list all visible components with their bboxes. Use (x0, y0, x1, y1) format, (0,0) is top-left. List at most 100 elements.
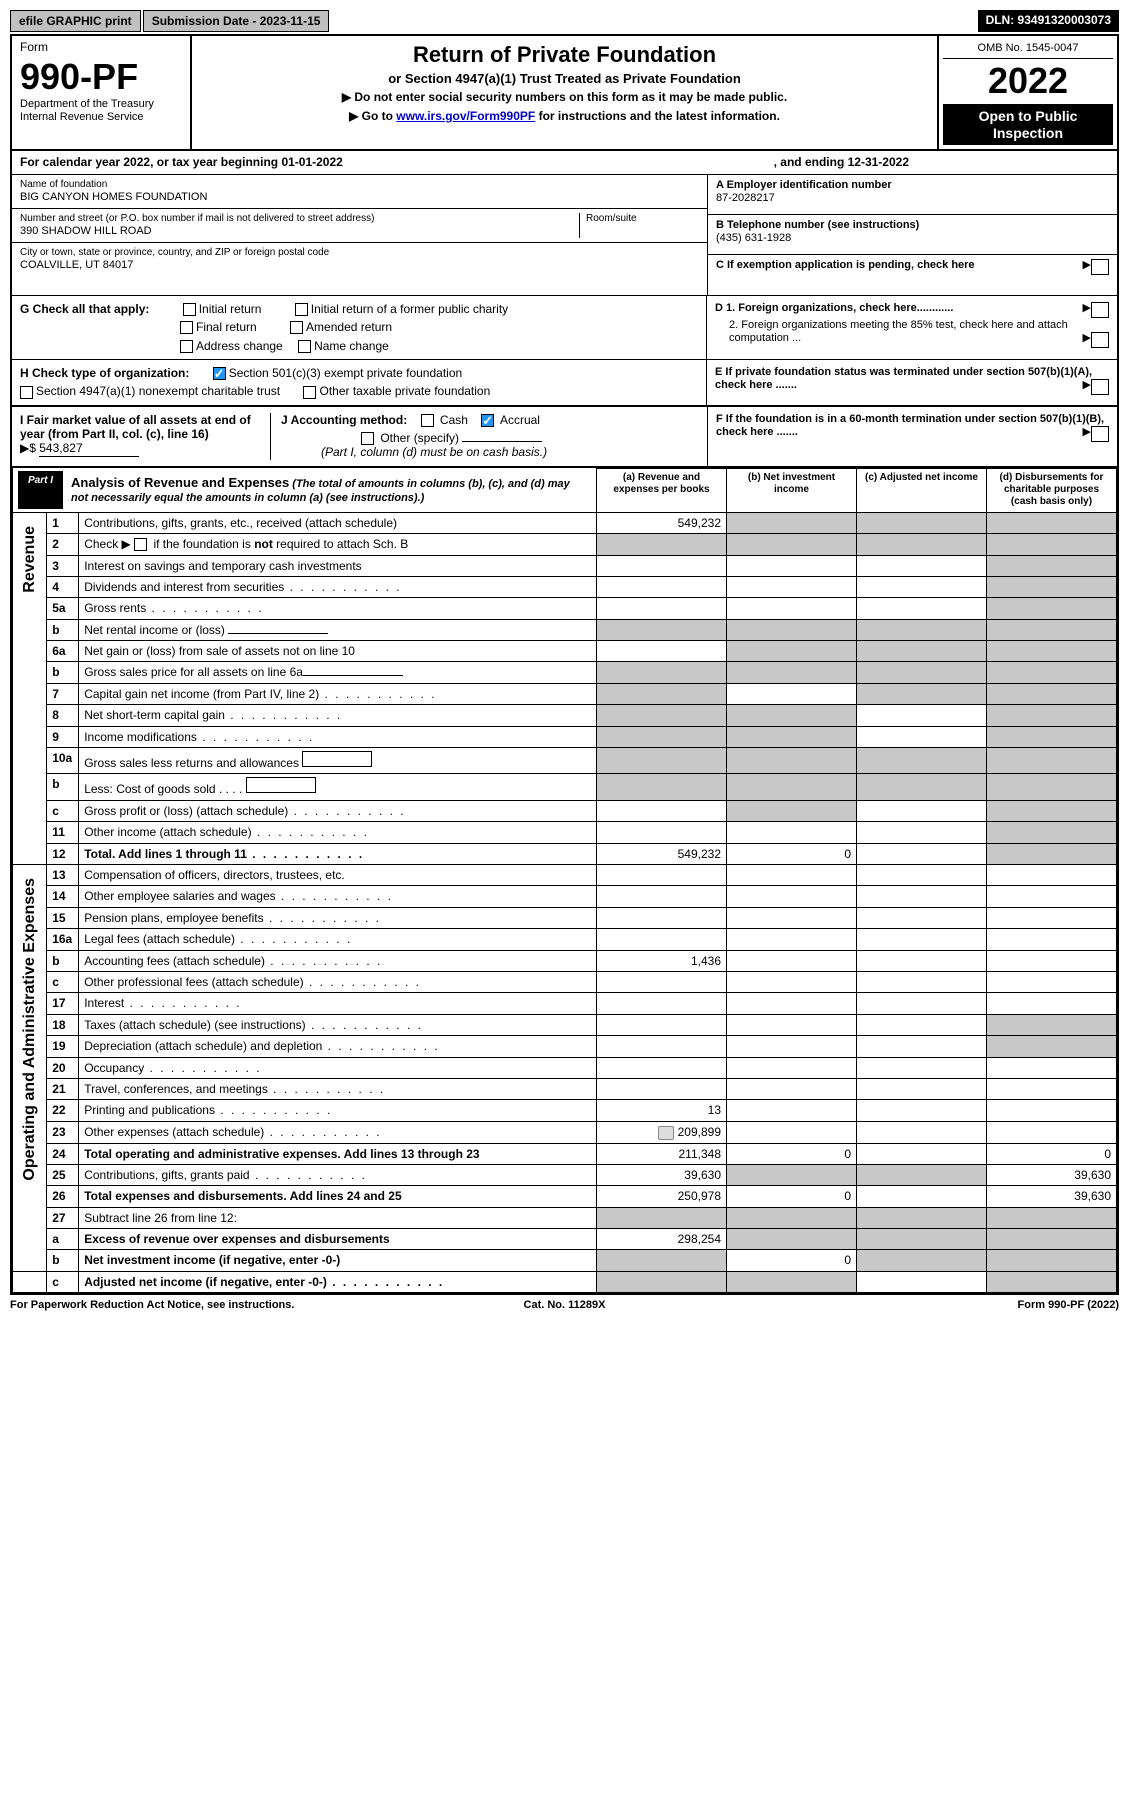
accrual-label: Accrual (500, 413, 540, 427)
omb-number: OMB No. 1545-0047 (943, 40, 1113, 58)
r10c-num: c (47, 800, 79, 821)
r6a-desc: Net gain or (loss) from sale of assets n… (79, 641, 597, 662)
r9-num: 9 (47, 726, 79, 747)
amended-return-checkbox[interactable] (290, 321, 303, 334)
r27a-desc: Excess of revenue over expenses and disb… (79, 1229, 597, 1250)
r24-desc: Total operating and administrative expen… (79, 1143, 597, 1164)
s4947-checkbox[interactable] (20, 386, 33, 399)
r25-num: 25 (47, 1164, 79, 1185)
f-checkbox[interactable] (1091, 426, 1109, 442)
cash-checkbox[interactable] (421, 414, 434, 427)
r6b-num: b (47, 662, 79, 683)
r1-a: 549,232 (597, 512, 727, 533)
d2-checkbox[interactable] (1091, 332, 1109, 348)
r27-num: 27 (47, 1207, 79, 1228)
r16a-num: 16a (47, 929, 79, 950)
dln-label: DLN: 93491320003073 (978, 10, 1119, 32)
form-subtitle: or Section 4947(a)(1) Trust Treated as P… (202, 71, 927, 87)
s501-checkbox[interactable] (213, 367, 226, 380)
initial-return-checkbox[interactable] (183, 303, 196, 316)
j-label: J Accounting method: (281, 413, 407, 427)
footer-left: For Paperwork Reduction Act Notice, see … (10, 1299, 380, 1312)
r14-num: 14 (47, 886, 79, 907)
ein-label: A Employer identification number (716, 179, 1109, 192)
r9-desc: Income modifications (79, 726, 597, 747)
attachment-icon[interactable] (658, 1126, 674, 1140)
r26-a: 250,978 (597, 1186, 727, 1207)
part1-tag: Part I (18, 471, 63, 508)
r2-desc: Check ▶ if the foundation is not require… (84, 537, 408, 551)
r5b-num: b (47, 619, 79, 640)
tax-year: 2022 (943, 59, 1113, 102)
initial-public-checkbox[interactable] (295, 303, 308, 316)
footer-cat: Cat. No. 11289X (380, 1299, 750, 1312)
name-change-checkbox[interactable] (298, 340, 311, 353)
r23-desc: Other expenses (attach schedule) (79, 1121, 597, 1143)
r10a-desc: Gross sales less returns and allowances (79, 748, 597, 774)
r10b-num: b (47, 774, 79, 800)
irs-link[interactable]: www.irs.gov/Form990PF (396, 109, 535, 123)
instruction-goto-prefix: ▶ Go to (349, 109, 396, 123)
d1-checkbox[interactable] (1091, 302, 1109, 318)
r27c-desc: Adjusted net income (if negative, enter … (79, 1271, 597, 1292)
r22-a: 13 (597, 1100, 727, 1121)
r3-num: 3 (47, 555, 79, 576)
name-change-label: Name change (314, 339, 389, 353)
other-taxable-checkbox[interactable] (303, 386, 316, 399)
name-of-foundation-label: Name of foundation (20, 179, 699, 191)
info-section: Name of foundation BIG CANYON HOMES FOUN… (12, 175, 1117, 296)
r26-b: 0 (727, 1186, 857, 1207)
e-checkbox[interactable] (1091, 379, 1109, 395)
phone-label: B Telephone number (see instructions) (716, 219, 1109, 232)
s4947-label: Section 4947(a)(1) nonexempt charitable … (36, 384, 280, 398)
instruction-ssn: ▶ Do not enter social security numbers o… (202, 90, 927, 104)
d1-label: D 1. Foreign organizations, check here..… (715, 302, 953, 314)
r17-num: 17 (47, 993, 79, 1014)
r7-desc: Capital gain net income (from Part IV, l… (79, 683, 597, 704)
r2-num: 2 (47, 534, 79, 555)
r20-desc: Occupancy (79, 1057, 597, 1078)
open-public-badge: Open to Public Inspection (943, 104, 1113, 146)
r27a-a: 298,254 (597, 1229, 727, 1250)
d2-label: 2. Foreign organizations meeting the 85%… (729, 319, 1068, 344)
col-c-header: (c) Adjusted net income (857, 468, 987, 512)
r10a-num: 10a (47, 748, 79, 774)
calendar-year-row: For calendar year 2022, or tax year begi… (12, 151, 1117, 174)
r13-num: 13 (47, 865, 79, 886)
r24-a: 211,348 (597, 1143, 727, 1164)
r15-desc: Pension plans, employee benefits (79, 907, 597, 928)
r25-desc: Contributions, gifts, grants paid (79, 1164, 597, 1185)
r18-num: 18 (47, 1014, 79, 1035)
i-arrow: ▶$ (20, 441, 36, 455)
accrual-checkbox[interactable] (481, 414, 494, 427)
g-label: G Check all that apply: (20, 302, 149, 316)
r4-desc: Dividends and interest from securities (79, 576, 597, 597)
r21-num: 21 (47, 1078, 79, 1099)
r27b-b: 0 (727, 1250, 857, 1271)
r10c-desc: Gross profit or (loss) (attach schedule) (79, 800, 597, 821)
address-label: Number and street (or P.O. box number if… (20, 213, 579, 225)
address-change-checkbox[interactable] (180, 340, 193, 353)
r1-desc: Contributions, gifts, grants, etc., rece… (79, 512, 597, 533)
r5a-desc: Gross rents (79, 598, 597, 619)
r15-num: 15 (47, 907, 79, 928)
amended-return-label: Amended return (306, 320, 392, 334)
r16b-a: 1,436 (597, 950, 727, 971)
exemption-checkbox[interactable] (1091, 259, 1109, 275)
top-bar: efile GRAPHIC print Submission Date - 20… (10, 10, 1119, 32)
city-value: COALVILLE, UT 84017 (20, 259, 699, 272)
efile-print-button[interactable]: efile GRAPHIC print (10, 10, 141, 32)
ijf-row: I Fair market value of all assets at end… (12, 406, 1117, 468)
other-method-checkbox[interactable] (361, 432, 374, 445)
ein-value: 87-2028217 (716, 192, 1109, 205)
e-label: E If private foundation status was termi… (715, 366, 1092, 391)
r16b-num: b (47, 950, 79, 971)
schb-checkbox[interactable] (134, 538, 147, 551)
page-footer: For Paperwork Reduction Act Notice, see … (10, 1295, 1119, 1316)
f-label: F If the foundation is in a 60-month ter… (716, 413, 1104, 438)
form-header: Form 990-PF Department of the Treasury I… (12, 36, 1117, 151)
r22-desc: Printing and publications (79, 1100, 597, 1121)
form-number: 990-PF (20, 55, 182, 98)
r6a-num: 6a (47, 641, 79, 662)
final-return-checkbox[interactable] (180, 321, 193, 334)
